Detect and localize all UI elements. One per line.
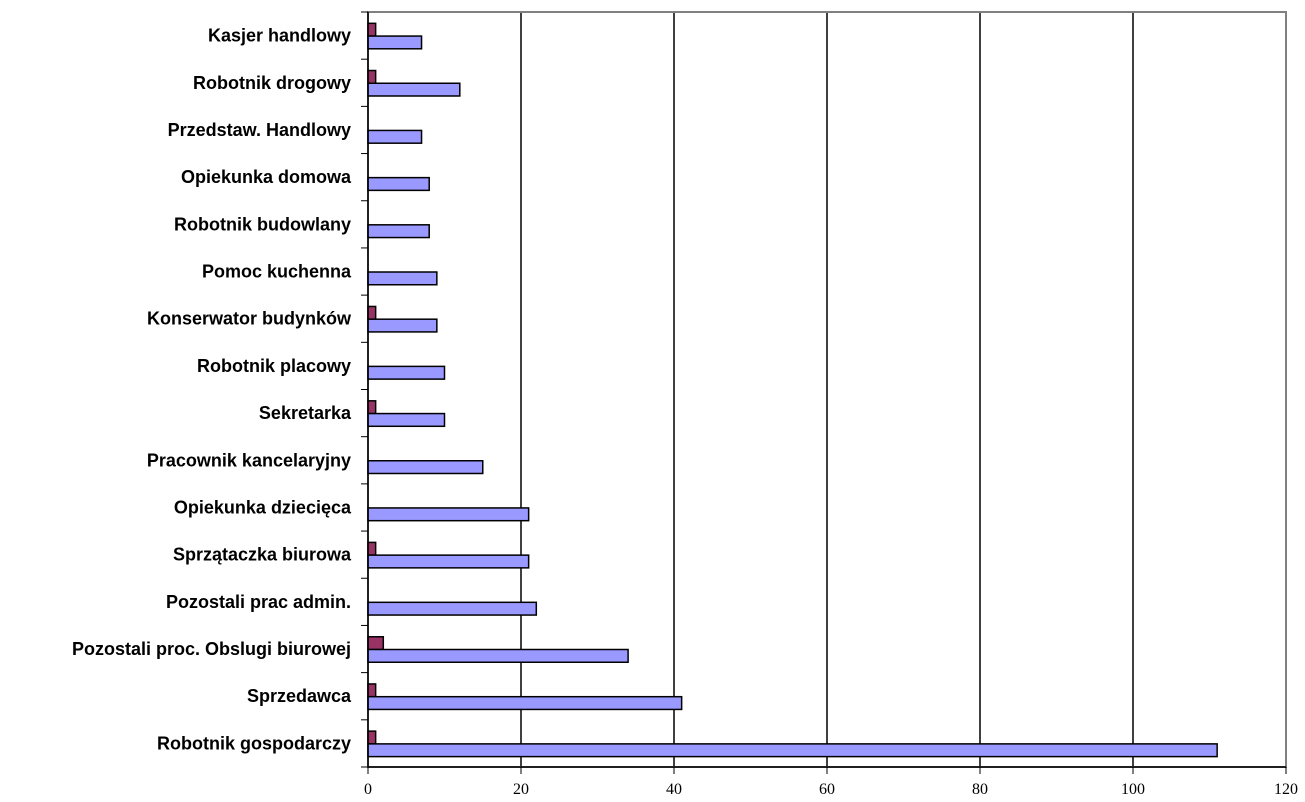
category-label: Robotnik drogowy xyxy=(193,73,351,93)
category-label: Sprzedawca xyxy=(247,686,352,706)
x-tick-label: 0 xyxy=(364,781,372,798)
bar-secondary xyxy=(367,730,377,745)
bar-primary xyxy=(367,82,461,97)
bar-primary xyxy=(367,554,530,569)
bar-secondary xyxy=(367,636,385,651)
category-labels: Robotnik gospodarczy Sprzedawca Pozostali … xyxy=(72,26,352,754)
category-label: Pracownik kancelaryjny xyxy=(147,450,351,470)
category-label: Kasjer handlowy xyxy=(208,26,351,46)
bar-primary xyxy=(367,601,538,616)
bar-primary xyxy=(367,743,1218,758)
x-tick-label: 120 xyxy=(1274,781,1298,798)
bar-primary xyxy=(367,412,446,428)
bar-secondary xyxy=(367,69,377,85)
category-label: Sekretarka xyxy=(259,403,352,423)
bar-primary xyxy=(367,271,438,286)
bar-secondary xyxy=(367,400,377,415)
category-label: Przedstaw. Handlowy xyxy=(168,120,351,140)
category-label: Opiekunka domowa xyxy=(181,167,352,187)
bar-primary xyxy=(367,35,423,50)
x-tick-label: 40 xyxy=(666,781,682,798)
bar-primary xyxy=(367,460,484,475)
bar-primary xyxy=(367,365,446,380)
x-tick-label: 100 xyxy=(1121,781,1145,798)
bar-primary xyxy=(367,224,430,239)
bar-primary xyxy=(367,129,423,144)
bars xyxy=(367,22,1218,758)
x-axis: 0 20 40 60 80 100 120 xyxy=(361,11,1298,798)
category-label: Pomoc kuchenna xyxy=(202,262,352,282)
category-label: Robotnik budowlany xyxy=(174,214,351,234)
x-tick-label: 80 xyxy=(972,781,988,798)
bar-primary xyxy=(367,648,629,663)
category-label: Sprzątaczka biurowa xyxy=(173,545,352,565)
bar-primary xyxy=(367,318,438,333)
bar-primary xyxy=(367,176,430,192)
bar-primary xyxy=(367,507,530,522)
category-label: Robotnik placowy xyxy=(197,356,351,376)
category-label: Konserwator budynków xyxy=(147,309,352,329)
category-label: Robotnik gospodarczy xyxy=(157,733,351,753)
gridlines xyxy=(520,12,1134,767)
x-tick-label: 60 xyxy=(819,781,835,798)
bar-secondary xyxy=(367,683,377,698)
category-label: Pozostali proc. Obslugi biurowej xyxy=(72,639,351,659)
bar-primary xyxy=(367,695,683,711)
category-label: Opiekunka dziecięca xyxy=(174,497,352,517)
bar-secondary xyxy=(367,305,377,320)
bar-secondary xyxy=(367,22,377,37)
bar-secondary xyxy=(367,541,377,556)
x-tick-label: 20 xyxy=(513,781,529,798)
category-label: Pozostali prac admin. xyxy=(166,592,351,612)
